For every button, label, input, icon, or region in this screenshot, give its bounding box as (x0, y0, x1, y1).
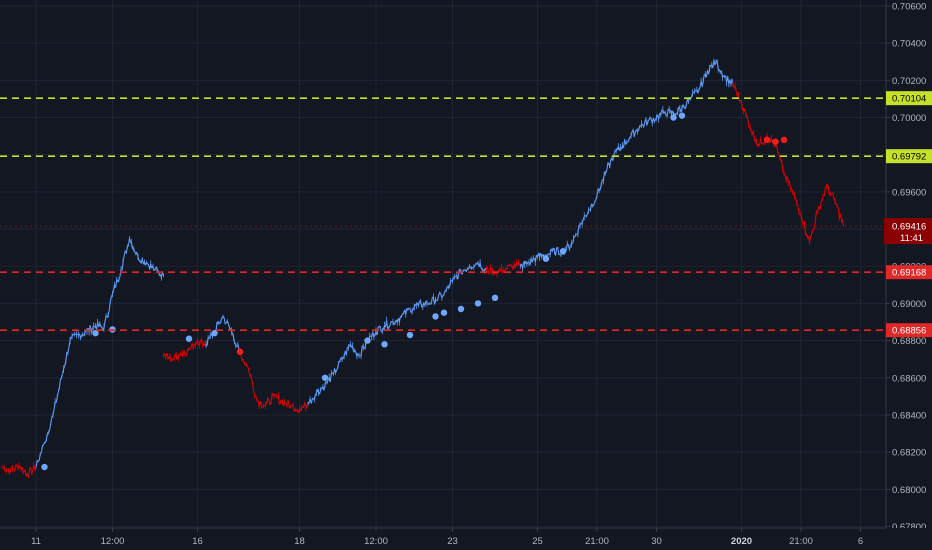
time-tick-label: 30 (651, 536, 662, 547)
signal-dot-blue (321, 374, 329, 381)
signal-dot-red (780, 136, 788, 144)
price-series (307, 258, 487, 406)
signal-dot-blue (92, 329, 99, 337)
price-tick-label: 0.70400 (892, 39, 926, 50)
last-price-label: 0.69416 (892, 222, 926, 233)
last-price-tag (884, 218, 932, 245)
time-tick-label: 21:00 (585, 536, 609, 547)
price-level-tag-label: 0.70104 (892, 94, 926, 105)
signal-dot-blue (41, 463, 48, 471)
signal-markers (41, 112, 788, 471)
price-tick-label: 0.68400 (892, 410, 926, 421)
price-level-tag (886, 91, 932, 106)
time-tick-label: 12:00 (101, 536, 125, 547)
signal-dot-red (763, 136, 771, 144)
time-tick-label: 2020 (731, 536, 752, 547)
price-series (163, 337, 207, 362)
price-series (205, 314, 241, 355)
price-tick-label: 0.69600 (892, 187, 926, 198)
price-level-tag (886, 323, 932, 338)
price-tick-label: 0.70000 (892, 113, 926, 124)
signal-dot-blue (440, 309, 448, 316)
signal-dot-blue (474, 300, 482, 307)
time-tick-label: 6 (858, 536, 863, 547)
signal-dot-blue (542, 255, 550, 262)
time-tick-label: 25 (532, 536, 543, 547)
price-tick-label: 0.70200 (892, 76, 926, 87)
time-tick-label: 18 (294, 536, 305, 547)
price-level-tag-label: 0.69792 (892, 152, 926, 163)
signal-dot-blue (381, 341, 388, 348)
price-level-tag (886, 265, 932, 280)
price-tick-label: 0.68200 (892, 448, 926, 459)
signal-dot-blue (491, 294, 499, 302)
time-tick-label: 23 (447, 536, 458, 547)
signal-dot-red (236, 348, 244, 355)
price-level-tag-label: 0.69168 (892, 268, 926, 279)
signal-dot-blue (185, 335, 193, 342)
time-tick-label: 21:00 (789, 536, 813, 547)
price-series (35, 235, 165, 469)
price-tick-label: 0.70600 (892, 1, 926, 12)
signal-dot-blue (211, 329, 218, 337)
price-tick-label: 0.68000 (892, 485, 926, 496)
time-axis-background (0, 528, 932, 550)
signal-dot-blue (559, 248, 567, 255)
time-tick-label: 11 (31, 536, 41, 547)
time-tick-label: 16 (192, 536, 203, 547)
signal-dot-blue (457, 305, 465, 313)
price-tick-label: 0.69000 (892, 299, 926, 310)
signal-dot-blue (670, 114, 677, 121)
price-tick-label: 0.68800 (892, 336, 926, 347)
signal-dot-blue (432, 313, 439, 320)
grid-lines (0, 0, 886, 528)
price-tick-label: 0.68600 (892, 373, 926, 384)
time-tick-label: 12:00 (364, 536, 388, 547)
signal-dot-blue (364, 337, 371, 344)
signal-dot-red (772, 138, 779, 145)
countdown-label: 11:41 (900, 233, 923, 244)
signal-dot-blue (406, 331, 414, 339)
signal-dot-blue (678, 112, 686, 119)
price-level-tag-label: 0.68856 (892, 326, 926, 337)
price-level-tag (886, 149, 932, 164)
price-tick-label: 0.67800 (892, 522, 926, 533)
